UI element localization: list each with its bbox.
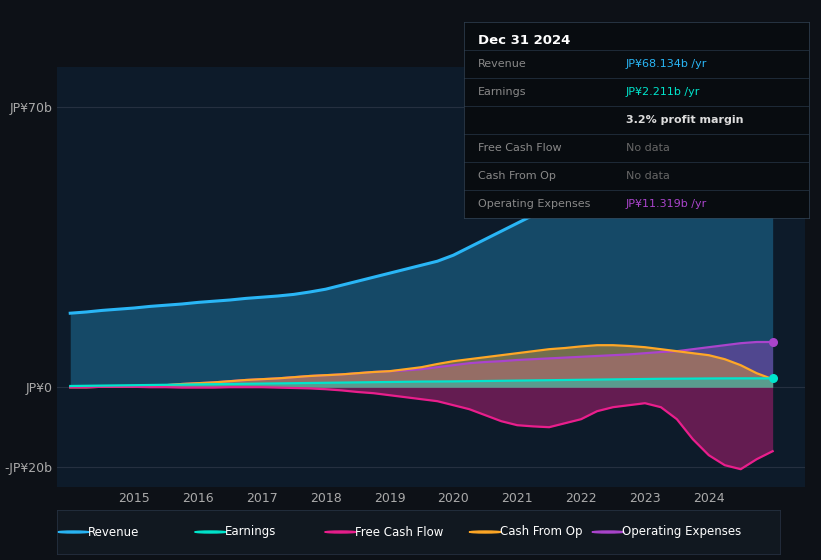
Text: Revenue: Revenue (88, 525, 140, 539)
Circle shape (592, 531, 624, 533)
Text: Earnings: Earnings (478, 87, 526, 97)
Point (766, 110, 779, 119)
Text: JP¥11.319b /yr: JP¥11.319b /yr (626, 199, 707, 209)
Text: JP¥68.134b /yr: JP¥68.134b /yr (626, 59, 708, 69)
Circle shape (470, 531, 501, 533)
Text: JP¥2.211b /yr: JP¥2.211b /yr (626, 87, 700, 97)
Point (766, 374, 779, 383)
Text: No data: No data (626, 171, 670, 181)
Text: 3.2% profit margin: 3.2% profit margin (626, 115, 744, 125)
Text: Free Cash Flow: Free Cash Flow (478, 143, 562, 153)
Circle shape (195, 531, 227, 533)
Text: No data: No data (626, 143, 670, 153)
Text: Dec 31 2024: Dec 31 2024 (478, 34, 570, 47)
Text: Cash From Op: Cash From Op (478, 171, 556, 181)
Text: Operating Expenses: Operating Expenses (622, 525, 741, 539)
Text: Revenue: Revenue (478, 59, 526, 69)
Text: Free Cash Flow: Free Cash Flow (355, 525, 443, 539)
Circle shape (325, 531, 356, 533)
Circle shape (57, 531, 89, 533)
Text: Earnings: Earnings (225, 525, 277, 539)
Text: Operating Expenses: Operating Expenses (478, 199, 590, 209)
Point (766, 338, 779, 347)
Text: Cash From Op: Cash From Op (500, 525, 582, 539)
